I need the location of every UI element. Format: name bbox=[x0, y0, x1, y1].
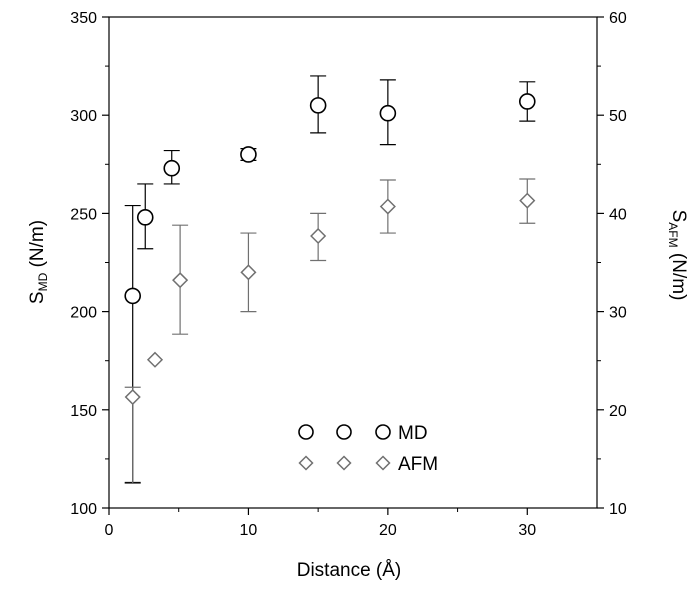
y-axis-label-right-unit: (N/m) bbox=[668, 248, 689, 301]
y-tick-label: 250 bbox=[70, 206, 97, 223]
data-point-md bbox=[136, 209, 154, 226]
y2-tick-label: 40 bbox=[609, 206, 627, 223]
y-axis-label-left-main: S bbox=[27, 291, 48, 304]
x-tick-label: 20 bbox=[379, 522, 397, 539]
y-axis-right: 10 20 30 40 50 60 bbox=[597, 10, 627, 518]
legend-label: AFM bbox=[398, 454, 438, 475]
y-axis-label-right: SAFM (N/m) bbox=[666, 210, 689, 301]
plot-frame bbox=[108, 16, 598, 509]
legend-label: MD bbox=[398, 423, 428, 444]
data-point-afm bbox=[310, 227, 327, 245]
y-axis-left: 100 150 200 250 300 350 bbox=[70, 10, 109, 518]
y2-tick-label: 30 bbox=[609, 305, 627, 322]
legend-marker-md bbox=[298, 424, 314, 440]
legend: MD AFM bbox=[298, 423, 438, 475]
y2-tick-label: 60 bbox=[609, 10, 627, 27]
legend-marker-afm bbox=[336, 455, 352, 471]
y-tick-label: 150 bbox=[70, 403, 97, 420]
legend-marker-md bbox=[336, 424, 352, 440]
data-point-md bbox=[240, 146, 257, 163]
plot-series bbox=[124, 75, 536, 485]
data-point-afm bbox=[379, 198, 396, 215]
y-axis-label-right-sub: AFM bbox=[666, 222, 680, 247]
data-point-md bbox=[124, 287, 142, 305]
y2-tick-label: 10 bbox=[609, 501, 627, 518]
y-axis-label-left-sub: MD bbox=[36, 272, 50, 291]
y-tick-label: 300 bbox=[70, 108, 97, 125]
y-axis-label-right-main: S bbox=[668, 210, 689, 223]
data-point-md bbox=[163, 159, 181, 177]
x-axis-label: Distance (Å) bbox=[297, 560, 402, 581]
data-point-afm bbox=[240, 264, 257, 281]
y-axis-label-left-unit: (N/m) bbox=[27, 220, 48, 273]
data-point-md bbox=[518, 93, 536, 110]
y-axis-label-left: SMD (N/m) bbox=[27, 220, 50, 304]
x-axis: 0 10 20 30 bbox=[105, 508, 536, 539]
legend-marker-afm bbox=[375, 455, 391, 471]
data-point-afm bbox=[519, 192, 536, 209]
data-point-md bbox=[309, 97, 327, 114]
data-point-afm bbox=[146, 351, 164, 368]
legend-marker-afm bbox=[298, 455, 314, 471]
x-tick-label: 10 bbox=[240, 522, 258, 539]
y2-tick-label: 50 bbox=[609, 108, 627, 125]
y-tick-label: 100 bbox=[70, 501, 97, 518]
data-point-afm bbox=[124, 388, 141, 406]
data-point-afm bbox=[172, 272, 189, 289]
y2-tick-label: 20 bbox=[609, 403, 627, 420]
y-tick-label: 200 bbox=[70, 305, 97, 322]
x-tick-label: 0 bbox=[105, 522, 114, 539]
x-tick-label: 30 bbox=[518, 522, 536, 539]
data-point-md bbox=[379, 104, 397, 122]
legend-marker-md bbox=[375, 424, 391, 440]
y-tick-label: 350 bbox=[70, 10, 97, 27]
